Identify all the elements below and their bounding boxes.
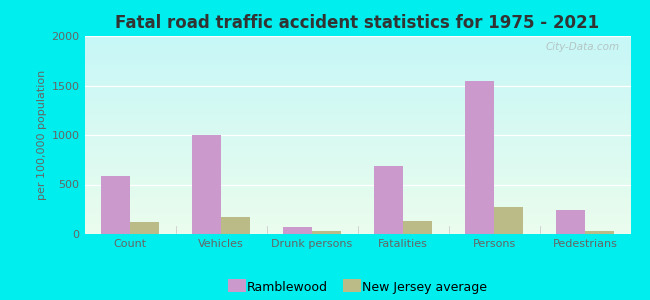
- Title: Fatal road traffic accident statistics for 1975 - 2021: Fatal road traffic accident statistics f…: [116, 14, 599, 32]
- Bar: [556, 210, 585, 234]
- Bar: [283, 226, 312, 234]
- Bar: [585, 231, 614, 234]
- Legend: Ramblewood, New Jersey average: Ramblewood, New Jersey average: [223, 276, 492, 299]
- Bar: [374, 166, 403, 234]
- Bar: [192, 135, 221, 234]
- Bar: [465, 80, 494, 234]
- Text: City-Data.com: City-Data.com: [545, 42, 619, 52]
- Bar: [221, 217, 250, 234]
- Bar: [130, 222, 159, 234]
- Bar: [403, 221, 432, 234]
- Y-axis label: per 100,000 population: per 100,000 population: [37, 70, 47, 200]
- Bar: [494, 207, 523, 234]
- Bar: [312, 230, 341, 234]
- Bar: [101, 176, 130, 234]
